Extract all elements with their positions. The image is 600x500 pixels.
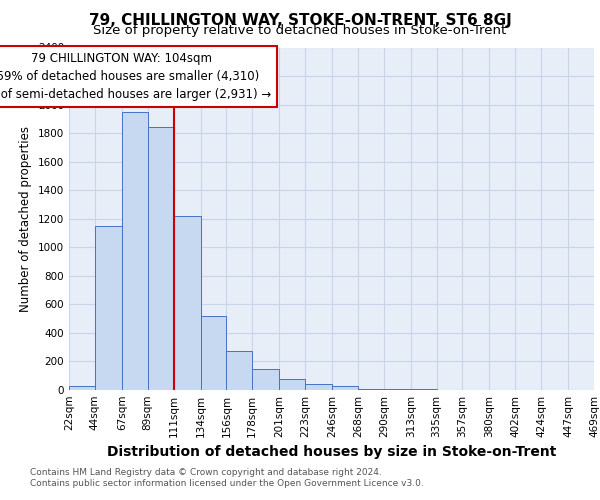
Text: 79, CHILLINGTON WAY, STOKE-ON-TRENT, ST6 8GJ: 79, CHILLINGTON WAY, STOKE-ON-TRENT, ST6… <box>89 12 511 28</box>
Bar <box>95 226 122 390</box>
Bar <box>148 128 173 390</box>
Y-axis label: Number of detached properties: Number of detached properties <box>19 126 32 312</box>
X-axis label: Distribution of detached houses by size in Stoke-on-Trent: Distribution of detached houses by size … <box>107 446 556 460</box>
Bar <box>332 386 358 390</box>
Bar <box>69 386 95 390</box>
Text: Size of property relative to detached houses in Stoke-on-Trent: Size of property relative to detached ho… <box>94 24 506 37</box>
Bar <box>252 368 279 390</box>
Bar <box>122 112 148 390</box>
Bar <box>305 384 332 390</box>
Text: Contains HM Land Registry data © Crown copyright and database right 2024.
Contai: Contains HM Land Registry data © Crown c… <box>30 468 424 487</box>
Bar <box>200 316 226 390</box>
Bar <box>358 388 384 390</box>
Bar <box>226 351 252 390</box>
Bar <box>279 378 305 390</box>
Bar <box>173 216 200 390</box>
Bar <box>384 388 411 390</box>
Text: 79 CHILLINGTON WAY: 104sqm
← 59% of detached houses are smaller (4,310)
40% of s: 79 CHILLINGTON WAY: 104sqm ← 59% of deta… <box>0 52 271 101</box>
